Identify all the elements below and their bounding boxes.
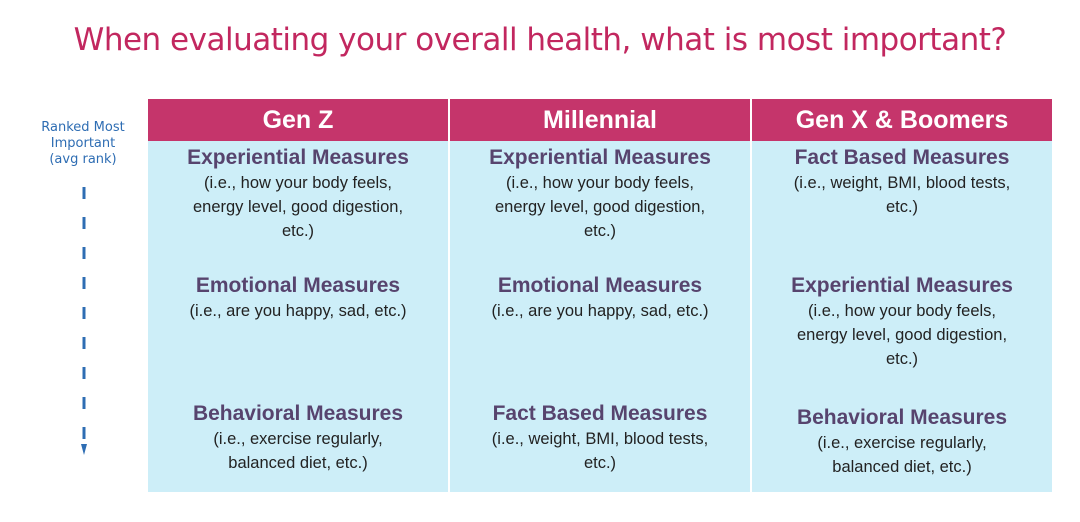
measure-item: Behavioral Measures (i.e., exercise regu…: [148, 401, 448, 475]
measure-desc: (i.e., exercise regularly, balanced diet…: [752, 431, 1052, 479]
measure-desc-line: (i.e., are you happy, sad, etc.): [189, 302, 407, 320]
column-gen-z: Experiential Measures (i.e., how your bo…: [148, 141, 448, 492]
measure-desc-line: etc.): [583, 454, 617, 472]
page-title: When evaluating your overall health, wha…: [73, 22, 1007, 58]
measure-desc: (i.e., how your body feels, energy level…: [148, 171, 448, 243]
measure-item: Emotional Measures (i.e., are you happy,…: [148, 273, 448, 323]
column-header-gen-z: Gen Z: [148, 99, 448, 141]
measure-desc-line: energy level, good digestion,: [494, 198, 706, 216]
measure-desc-line: etc.): [281, 222, 315, 240]
measure-desc-line: (i.e., weight, BMI, blood tests,: [491, 430, 709, 448]
measure-desc: (i.e., weight, BMI, blood tests, etc.): [752, 171, 1052, 219]
measure-desc: (i.e., weight, BMI, blood tests, etc.): [450, 427, 750, 475]
rank-arrow: [81, 187, 87, 455]
column-header-millennial: Millennial: [448, 99, 750, 141]
measure-desc-line: (i.e., are you happy, sad, etc.): [491, 302, 709, 320]
measure-desc-line: balanced diet, etc.): [228, 454, 368, 472]
measure-item: Fact Based Measures (i.e., weight, BMI, …: [752, 145, 1052, 219]
measure-item: Fact Based Measures (i.e., weight, BMI, …: [450, 401, 750, 475]
measure-desc-line: etc.): [583, 222, 617, 240]
rank-axis-label-line: Important: [50, 136, 116, 151]
measure-item: Experiential Measures (i.e., how your bo…: [148, 145, 448, 243]
measure-desc-line: (i.e., how your body feels,: [505, 174, 694, 192]
measure-desc-line: (i.e., exercise regularly,: [213, 430, 383, 448]
measure-desc-line: balanced diet, etc.): [832, 458, 972, 476]
measure-item: Experiential Measures (i.e., how your bo…: [450, 145, 750, 243]
measure-desc: (i.e., exercise regularly, balanced diet…: [148, 427, 448, 475]
column-millennial: Experiential Measures (i.e., how your bo…: [448, 141, 750, 492]
generation-ranking-table: Gen Z Millennial Gen X & Boomers Experie…: [148, 99, 1052, 492]
measure-desc-line: etc.): [885, 198, 919, 216]
rank-axis-label-line: Ranked Most: [41, 120, 125, 135]
measure-desc-line: (i.e., weight, BMI, blood tests,: [793, 174, 1011, 192]
measure-desc-line: energy level, good digestion,: [192, 198, 404, 216]
measure-desc: (i.e., are you happy, sad, etc.): [450, 299, 750, 323]
measure-name: Fact Based Measures: [794, 146, 1010, 169]
measure-desc-line: energy level, good digestion,: [796, 326, 1008, 344]
arrow-down-icon: [81, 444, 87, 455]
measure-name: Fact Based Measures: [492, 402, 708, 425]
measure-name: Behavioral Measures: [192, 402, 404, 425]
measure-desc: (i.e., how your body feels, energy level…: [752, 299, 1052, 371]
measure-name: Behavioral Measures: [796, 406, 1008, 429]
measure-desc-line: (i.e., exercise regularly,: [817, 434, 987, 452]
measure-item: Emotional Measures (i.e., are you happy,…: [450, 273, 750, 323]
measure-desc-line: (i.e., how your body feels,: [807, 302, 996, 320]
rank-axis-label: Ranked Most Important (avg rank): [28, 120, 138, 168]
column-gen-x-boomers: Fact Based Measures (i.e., weight, BMI, …: [750, 141, 1052, 492]
measure-name: Emotional Measures: [195, 274, 401, 297]
column-header-gen-x-boomers: Gen X & Boomers: [750, 99, 1052, 141]
measure-desc-line: (i.e., how your body feels,: [203, 174, 392, 192]
measure-name: Emotional Measures: [497, 274, 703, 297]
measure-item: Experiential Measures (i.e., how your bo…: [752, 273, 1052, 371]
measure-name: Experiential Measures: [791, 274, 1013, 297]
measure-name: Experiential Measures: [489, 146, 711, 169]
measure-desc: (i.e., how your body feels, energy level…: [450, 171, 750, 243]
measure-item: Behavioral Measures (i.e., exercise regu…: [752, 405, 1052, 479]
rank-axis-label-line: (avg rank): [49, 152, 117, 167]
measure-desc-line: etc.): [885, 350, 919, 368]
measure-name: Experiential Measures: [187, 146, 409, 169]
measure-desc: (i.e., are you happy, sad, etc.): [148, 299, 448, 323]
